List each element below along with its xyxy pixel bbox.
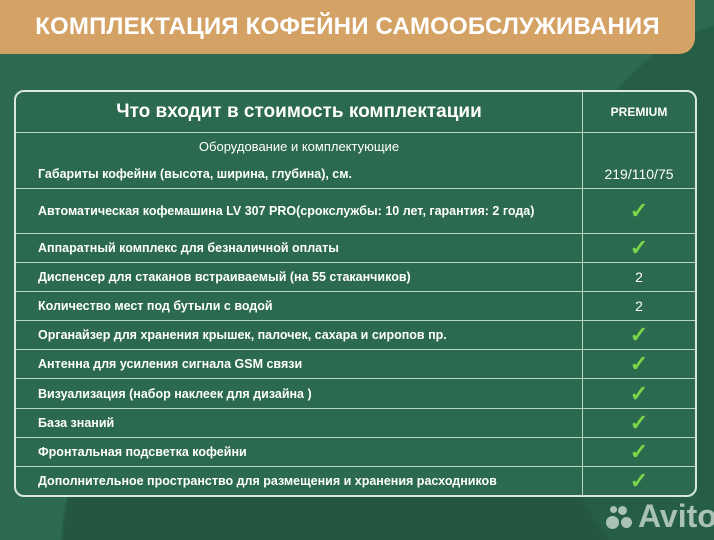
avito-logo-icon	[606, 504, 634, 530]
row-label: Автоматическая кофемашина LV 307 PRO(сро…	[16, 189, 583, 233]
row-label: Габариты кофейни (высота, ширина, глубин…	[16, 160, 583, 188]
check-icon: ✓	[629, 351, 649, 376]
row-value: 2	[635, 298, 643, 314]
table-row: Количество мест под бутыли с водой 2	[16, 291, 695, 320]
equipment-table: Что входит в стоимость комплектации PREM…	[14, 90, 697, 497]
section-title: Оборудование и комплектующие	[16, 133, 583, 160]
column-premium: PREMIUM	[610, 105, 668, 119]
table-row: Фронтальная подсветка кофейни ✓	[16, 437, 695, 466]
table-row: Органайзер для хранения крышек, палочек,…	[16, 320, 695, 349]
avito-text: Avito	[638, 498, 714, 534]
section-empty-cell	[583, 133, 695, 160]
avito-watermark: Avito	[606, 498, 714, 535]
check-icon: ✓	[629, 410, 649, 435]
row-label: Антенна для усиления сигнала GSM связи	[16, 350, 583, 378]
check-icon: ✓	[629, 468, 649, 493]
table-row: Антенна для усиления сигнала GSM связи ✓	[16, 349, 695, 378]
row-label: Органайзер для хранения крышек, палочек,…	[16, 321, 583, 349]
section-row: Оборудование и комплектующие	[16, 132, 695, 160]
table-row: Габариты кофейни (высота, ширина, глубин…	[16, 160, 695, 188]
row-label: Аппаратный комплекс для безналичной опла…	[16, 234, 583, 262]
row-label: Количество мест под бутыли с водой	[16, 292, 583, 320]
table-row: База знаний ✓	[16, 408, 695, 437]
check-icon: ✓	[629, 235, 649, 260]
row-label: Фронтальная подсветка кофейни	[16, 438, 583, 466]
table-row: Дополнительное пространство для размещен…	[16, 466, 695, 495]
table-row: Визуализация (набор наклеек для дизайна …	[16, 378, 695, 408]
table-row: Диспенсер для стаканов встраиваемый (на …	[16, 262, 695, 291]
page-title: КОМПЛЕКТАЦИЯ КОФЕЙНИ САМООБСЛУЖИВАНИЯ	[35, 13, 660, 40]
check-icon: ✓	[629, 322, 649, 347]
row-value: 219/110/75	[604, 166, 674, 182]
row-label: Дополнительное пространство для размещен…	[16, 467, 583, 495]
row-value: 2	[635, 269, 643, 285]
check-icon: ✓	[629, 380, 649, 406]
row-label: Визуализация (набор наклеек для дизайна …	[16, 379, 583, 408]
table-row: Аппаратный комплекс для безналичной опла…	[16, 233, 695, 262]
check-icon: ✓	[629, 198, 649, 223]
check-icon: ✓	[629, 439, 649, 464]
table-header: Что входит в стоимость комплектации	[16, 92, 583, 132]
row-label: Диспенсер для стаканов встраиваемый (на …	[16, 263, 583, 291]
title-banner: КОМПЛЕКТАЦИЯ КОФЕЙНИ САМООБСЛУЖИВАНИЯ	[0, 0, 695, 54]
table-header-row: Что входит в стоимость комплектации PREM…	[16, 92, 695, 132]
table-row: Автоматическая кофемашина LV 307 PRO(сро…	[16, 188, 695, 233]
table-body: Габариты кофейни (высота, ширина, глубин…	[16, 160, 695, 495]
row-label: База знаний	[16, 409, 583, 437]
